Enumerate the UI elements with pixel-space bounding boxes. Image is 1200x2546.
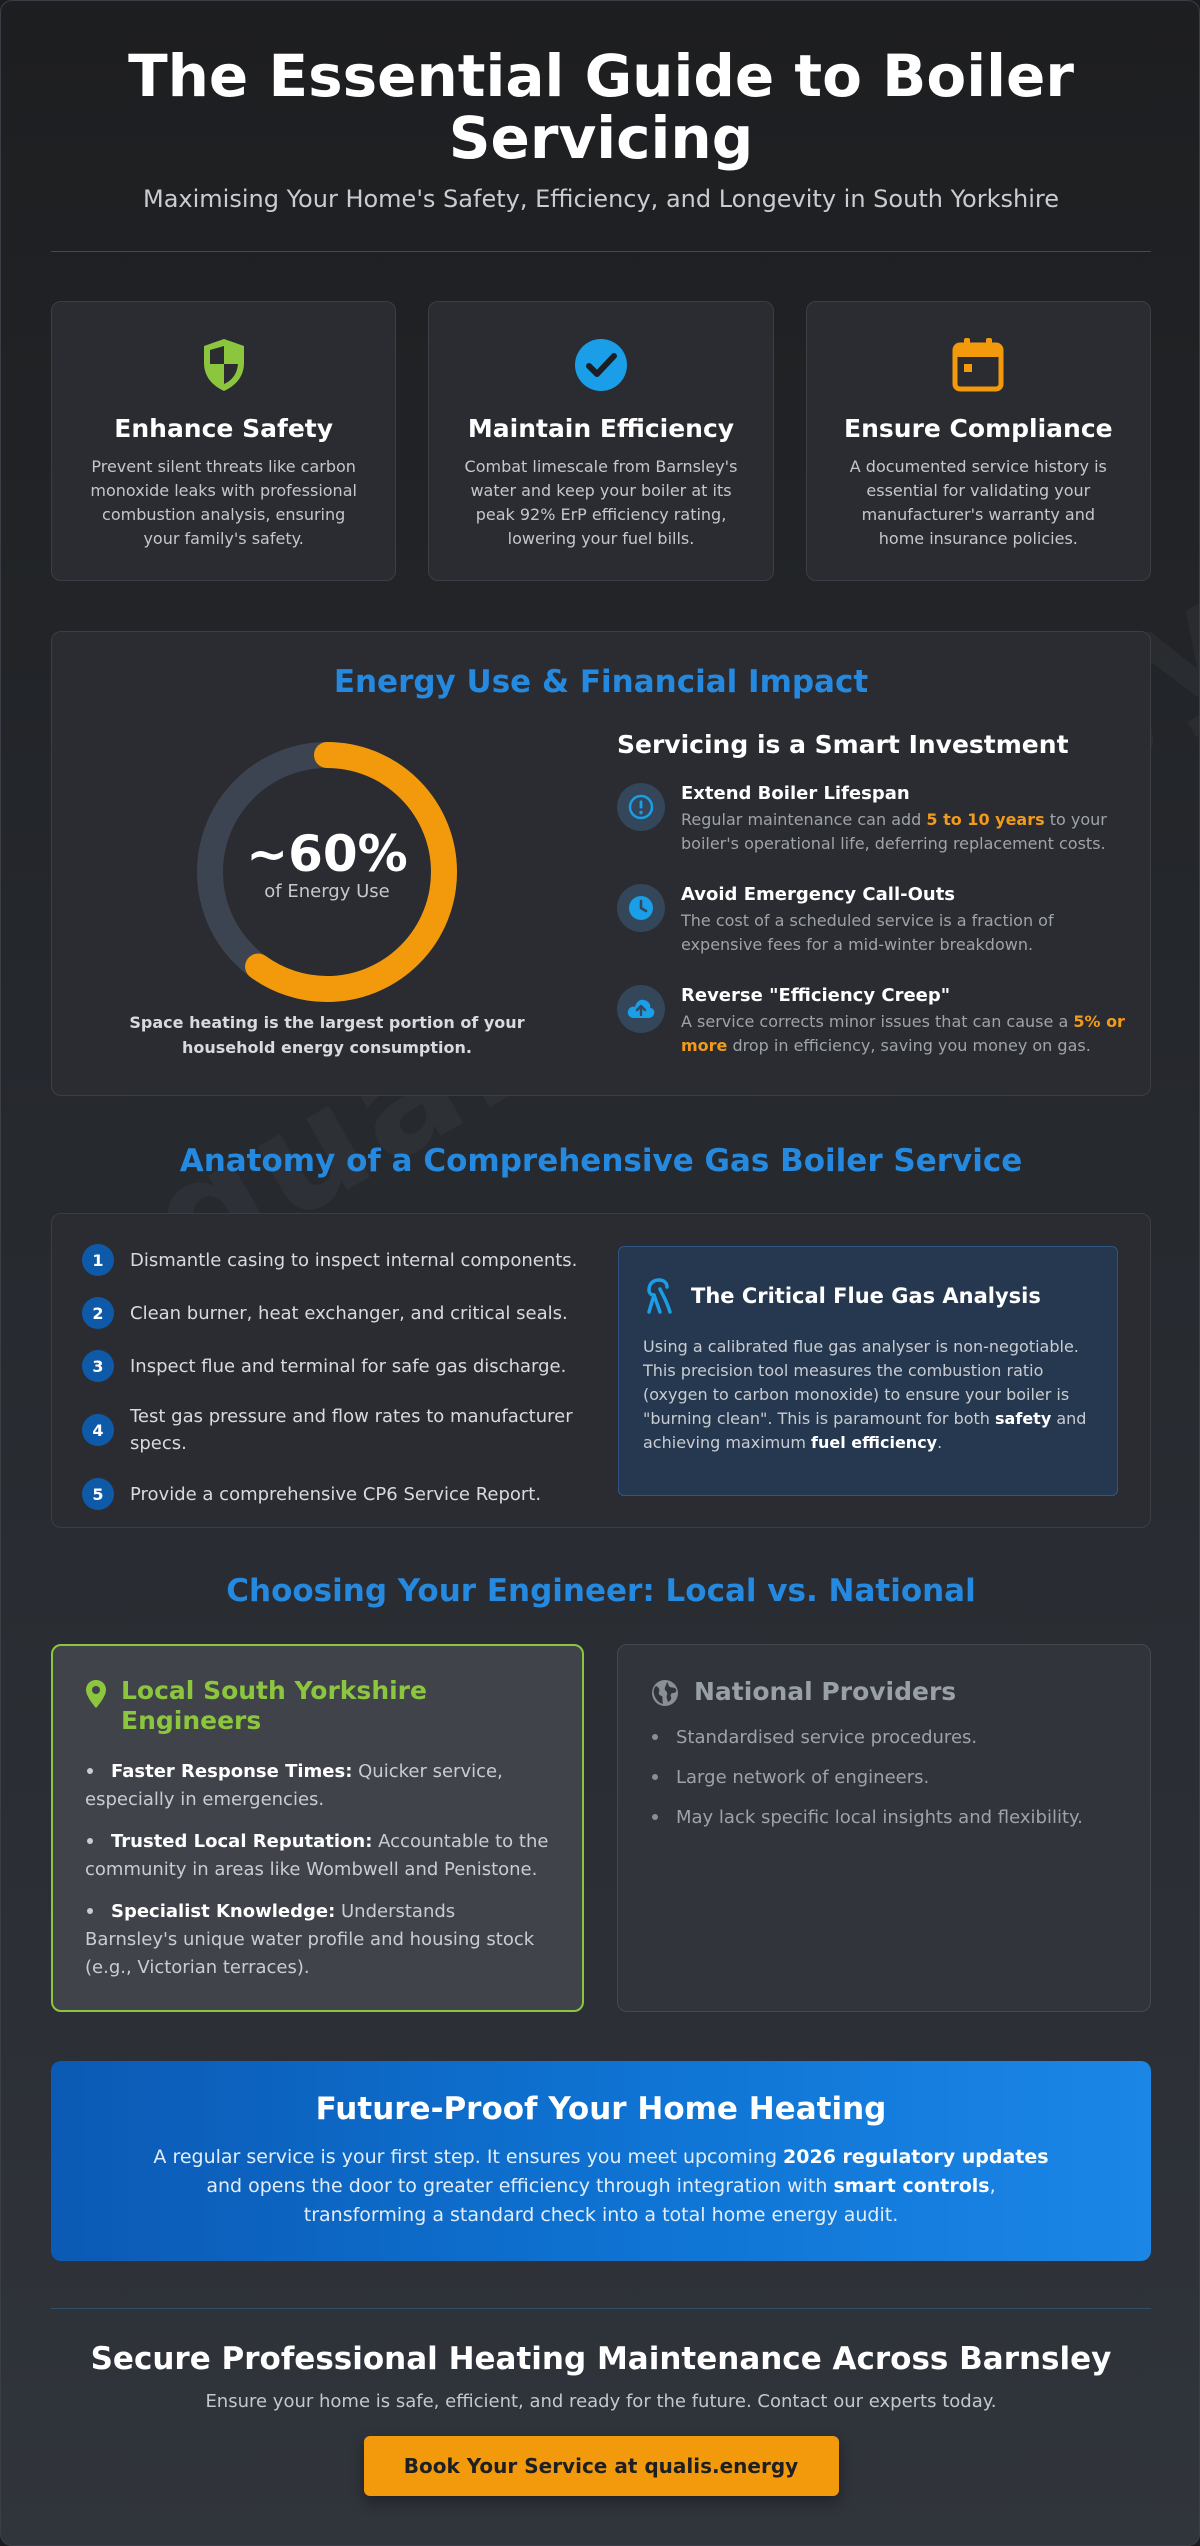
alert-circle-icon [617,783,665,831]
flue-gas-heading: The Critical Flue Gas Analysis [643,1277,1093,1315]
card-title: Enhance Safety [114,414,334,443]
donut-label-group: ~60% of Energy Use [192,827,462,902]
step-number: 3 [82,1350,114,1382]
clock-icon [617,884,665,932]
investment-item-title: Avoid Emergency Call-Outs [681,884,956,905]
list-item: May lack specific local insights and fle… [650,1804,1118,1832]
local-title: Local South Yorkshire Engineers [121,1676,427,1735]
investment-item-text: The cost of a scheduled service is a fra… [681,911,1054,954]
local-list: Faster Response Times: Quicker service, … [85,1758,550,1982]
investment-item-title: Extend Boiler Lifespan [681,783,910,804]
bold-text: Trusted Local Reputation: [111,1831,373,1852]
donut-label: of Energy Use [264,881,390,902]
calendar-icon [837,336,1120,394]
flue-gas-panel: The Critical Flue Gas Analysis Using a c… [618,1246,1118,1496]
step-number: 5 [82,1478,114,1510]
national-heading: National Providers [650,1675,1118,1708]
future-proof-banner: Future-Proof Your Home Heating A regular… [51,2061,1151,2261]
header-divider [51,251,1151,252]
investment-item-efficiency-creep: Reverse "Efficiency Creep" A service cor… [617,985,1127,1058]
investment-item-callouts: Avoid Emergency Call-Outs The cost of a … [617,884,1127,957]
donut-caption: Space heating is the largest portion of … [129,1013,525,1057]
step-number: 2 [82,1297,114,1329]
card-text: Prevent silent threats like carbon monox… [90,457,357,548]
check-circle-icon [459,336,742,394]
flue-gas-title: The Critical Flue Gas Analysis [691,1284,1041,1308]
step-text: Provide a comprehensive CP6 Service Repo… [130,1483,542,1505]
donut-value: ~60% [246,825,408,883]
anatomy-section: 1 Dismantle casing to inspect internal co… [51,1213,1151,1528]
bold-text: 2026 regulatory updates [783,2146,1049,2168]
investment-title: Servicing is a Smart Investment [617,730,1069,759]
local-heading: Local South Yorkshire Engineers [85,1676,550,1736]
investment-item-lifespan: Extend Boiler Lifespan Regular maintenan… [617,783,1127,856]
national-providers-card: National Providers Standardised service … [617,1644,1151,2012]
investment-item-title: Reverse "Efficiency Creep" [681,985,951,1006]
choose-title: Choosing Your Engineer: Local vs. Nation… [226,1573,976,1609]
book-service-button[interactable]: Book Your Service at qualis.energy [363,2436,839,2496]
highlight-text: 5 to 10 years [926,810,1045,829]
cloud-upload-icon [617,985,665,1033]
bold-text: safety [995,1409,1052,1428]
service-steps: 1 Dismantle casing to inspect internal co… [82,1244,582,1531]
future-title: Future-Proof Your Home Heating [315,2091,887,2127]
list-item: Standardised service procedures. [650,1724,1118,1752]
bold-text: smart controls [833,2175,990,2197]
bold-text: Specialist Knowledge: [111,1901,336,1922]
step-text: Dismantle casing to inspect internal com… [130,1249,578,1271]
location-pin-icon [86,1680,106,1708]
anatomy-title: Anatomy of a Comprehensive Gas Boiler Se… [179,1143,1023,1179]
card-compliance: Ensure Compliance A documented service h… [805,301,1151,581]
investment-panel: Servicing is a Smart Investment Extend B… [617,730,1127,1058]
investment-item-text: A service corrects minor issues that can… [681,1012,1125,1055]
bold-text: fuel efficiency [811,1433,938,1452]
local-engineers-card: Local South Yorkshire Engineers Faster R… [51,1644,584,2012]
list-item: 5 Provide a comprehensive CP6 Service Rep… [82,1478,582,1510]
benefit-cards: Enhance Safety Prevent silent threats li… [51,301,1151,581]
footer-divider [51,2308,1151,2309]
gas-analyser-icon [647,1278,672,1314]
list-item: Specialist Knowledge: Understands Barnsl… [85,1901,535,1978]
flue-gas-text: Using a calibrated flue gas analyser is … [643,1337,1087,1452]
globe-icon [652,1680,678,1706]
page-title: The Essential Guide to Boiler Servicing [128,42,1074,172]
step-text: Test gas pressure and flow rates to manu… [130,1406,573,1454]
footer: Secure Professional Heating Maintenance … [51,2341,1151,2496]
list-item: Trusted Local Reputation: Accountable to… [85,1831,549,1880]
card-text: Combat limescale from Barnsley's water a… [464,457,738,548]
energy-donut: ~60% of Energy Use [192,737,462,1007]
step-text: Inspect flue and terminal for safe gas d… [130,1355,567,1377]
card-title: Maintain Efficiency [467,414,735,443]
footer-text: Ensure your home is safe, efficient, and… [205,2391,997,2412]
list-item: 1 Dismantle casing to inspect internal co… [82,1244,582,1276]
list-item: 3 Inspect flue and terminal for safe gas … [82,1350,582,1382]
future-text: A regular service is your first step. It… [153,2146,1049,2226]
bold-text: Faster Response Times: [111,1761,353,1782]
footer-title: Secure Professional Heating Maintenance … [90,2341,1112,2377]
investment-item-text: Regular maintenance can add 5 to 10 year… [681,810,1107,853]
national-list: Standardised service procedures. Large n… [650,1724,1118,1832]
list-item: Large network of engineers. [650,1764,1118,1792]
shield-icon [82,336,365,394]
national-title: National Providers [694,1677,957,1706]
card-title: Ensure Compliance [844,414,1113,443]
list-item: Faster Response Times: Quicker service, … [85,1761,503,1810]
donut-arc [197,742,457,1002]
card-efficiency: Maintain Efficiency Combat limescale fro… [428,301,774,581]
header: The Essential Guide to Boiler Servicing … [51,45,1151,213]
card-text: A documented service history is essentia… [849,457,1107,548]
energy-section: Energy Use & Financial Impact ~60% of En… [51,631,1151,1096]
card-safety: Enhance Safety Prevent silent threats li… [51,301,397,581]
list-item: 4 Test gas pressure and flow rates to man… [82,1403,582,1457]
page-subtitle: Maximising Your Home's Safety, Efficienc… [143,185,1059,213]
energy-title: Energy Use & Financial Impact [333,664,869,700]
step-number: 4 [82,1414,114,1446]
list-item: 2 Clean burner, heat exchanger, and criti… [82,1297,582,1329]
step-text: Clean burner, heat exchanger, and critic… [130,1302,568,1324]
step-number: 1 [82,1244,114,1276]
highlight-text: 5% or more [681,1012,1125,1055]
